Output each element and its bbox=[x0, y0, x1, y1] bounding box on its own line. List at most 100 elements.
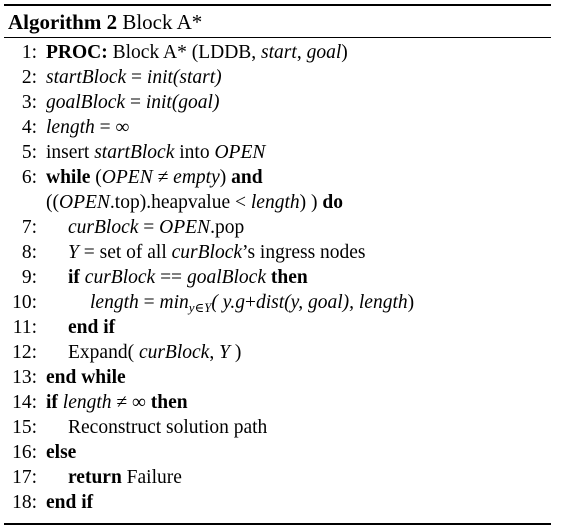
text-segment: = bbox=[138, 292, 160, 313]
line-number: 13: bbox=[12, 367, 37, 388]
text-segment: Expand( bbox=[68, 342, 139, 363]
text-segment: + bbox=[244, 292, 256, 313]
text-segment: ) bbox=[219, 167, 232, 188]
call-init-start: init(start) bbox=[146, 67, 222, 88]
var-curblock: curBlock bbox=[138, 342, 210, 363]
line-text: Y = set of all curBlock’s ingress nodes bbox=[68, 240, 366, 265]
keyword-end-while: end while bbox=[46, 367, 126, 388]
text-segment: , bbox=[296, 42, 307, 63]
keyword-while: while bbox=[46, 167, 91, 188]
keyword-end-if: end if bbox=[68, 317, 116, 338]
line-text: PROC: Block A* (LDDB, start, goal) bbox=[46, 40, 348, 65]
caption-label: Algorithm 2 bbox=[8, 10, 118, 34]
line-number: 12: bbox=[12, 342, 37, 363]
func-dist: dist bbox=[255, 292, 285, 313]
line-text: Reconstruct solution path bbox=[68, 417, 268, 438]
line-number: 9: bbox=[21, 267, 37, 288]
var-startblock: startBlock bbox=[94, 142, 175, 163]
line-text: length = ∞ bbox=[46, 115, 129, 140]
var-open: OPEN bbox=[214, 142, 266, 163]
keyword-end-if: end if bbox=[46, 492, 94, 513]
var-open: OPEN bbox=[159, 217, 211, 238]
infinity-symbol: ∞ bbox=[132, 392, 146, 413]
keyword-return: return bbox=[68, 467, 122, 488]
line-number: 1: bbox=[21, 42, 37, 63]
min-subscript: y∈Y bbox=[188, 300, 212, 315]
var-length: length bbox=[62, 392, 112, 413]
line-number: 17: bbox=[12, 467, 37, 488]
line-number: 18: bbox=[12, 492, 37, 513]
line-text: curBlock = OPEN.pop bbox=[68, 215, 244, 240]
line-number: 6: bbox=[21, 167, 37, 188]
top-rule bbox=[4, 4, 551, 6]
bottom-rule bbox=[4, 523, 551, 525]
line-text: length = miny∈Y( y.g+dist(y, goal), leng… bbox=[90, 290, 414, 320]
text-segment: , bbox=[209, 342, 220, 363]
line-number: 3: bbox=[21, 92, 37, 113]
line-text: goalBlock = init(goal) bbox=[46, 90, 219, 115]
keyword-then: then bbox=[150, 392, 188, 413]
line-text: startBlock = init(start) bbox=[46, 65, 222, 90]
line-text: if curBlock == goalBlock then bbox=[68, 265, 308, 290]
text-segment: ) bbox=[407, 292, 415, 313]
algorithm-caption: Algorithm 2 Block A* bbox=[8, 9, 202, 35]
line-text: while (OPEN ≠ empty) and bbox=[46, 165, 263, 190]
keyword-if: if bbox=[46, 392, 58, 413]
text-segment: Block A* (LDDB, bbox=[112, 42, 262, 63]
var-length: length bbox=[90, 292, 139, 313]
line-number: 14: bbox=[12, 392, 37, 413]
text-segment: ) ) bbox=[299, 192, 323, 213]
text-segment: ( y.g bbox=[211, 292, 245, 313]
var-start: start bbox=[261, 42, 297, 63]
var-empty: empty bbox=[173, 167, 220, 188]
line-number: 7: bbox=[21, 217, 37, 238]
keyword-else: else bbox=[46, 442, 77, 463]
text-segment: ) bbox=[341, 42, 348, 63]
text-segment: < bbox=[235, 192, 251, 213]
keyword-if: if bbox=[68, 267, 80, 288]
line-number: 16: bbox=[12, 442, 37, 463]
text-segment: == bbox=[155, 267, 187, 288]
keyword-do: do bbox=[322, 192, 343, 213]
var-curblock: curBlock bbox=[84, 267, 156, 288]
line-number: 15: bbox=[12, 417, 37, 438]
text-segment: = bbox=[94, 117, 116, 138]
caption-rule bbox=[4, 37, 551, 38]
var-length: length bbox=[46, 117, 95, 138]
text-segment: .pop bbox=[210, 217, 245, 238]
text-segment: = bbox=[125, 92, 146, 113]
text-segment: insert bbox=[46, 142, 95, 163]
text-segment: ≠ bbox=[111, 392, 132, 413]
var-curblock: curBlock bbox=[68, 217, 139, 238]
var-goalblock: goalBlock bbox=[186, 267, 266, 288]
line-number: 8: bbox=[21, 242, 37, 263]
var-startblock: startBlock bbox=[46, 67, 127, 88]
text-segment: (y, goal), length bbox=[284, 292, 408, 313]
text-segment: into bbox=[174, 142, 215, 163]
text-segment: ( bbox=[90, 167, 102, 188]
text-segment: (( bbox=[46, 192, 59, 213]
var-open: OPEN bbox=[59, 192, 110, 213]
var-goalblock: goalBlock bbox=[46, 92, 126, 113]
line-number: 11: bbox=[12, 317, 37, 338]
keyword-then: then bbox=[270, 267, 308, 288]
text-segment: ) bbox=[229, 342, 242, 363]
line-text: insert startBlock into OPEN bbox=[46, 140, 265, 165]
keyword-proc: PROC: bbox=[46, 42, 108, 63]
var-curblock: curBlock bbox=[171, 242, 243, 263]
infinity-symbol: ∞ bbox=[115, 117, 130, 138]
line-number: 2: bbox=[21, 67, 37, 88]
text-segment: = bbox=[126, 67, 147, 88]
line-number: 4: bbox=[21, 117, 37, 138]
var-y: Y bbox=[68, 242, 79, 263]
text-segment: ≠ bbox=[152, 167, 174, 188]
line-text: Expand( curBlock, Y ) bbox=[68, 340, 241, 365]
line-text: return Failure bbox=[68, 465, 182, 490]
var-length: length bbox=[250, 192, 300, 213]
text-segment: Failure bbox=[126, 467, 182, 488]
line-text: ((OPEN.top).heapvalue < length) ) do bbox=[46, 190, 343, 215]
call-init-goal: init(goal) bbox=[145, 92, 220, 113]
var-y: Y bbox=[219, 342, 230, 363]
line-number: 10: bbox=[12, 292, 37, 313]
var-open: OPEN bbox=[101, 167, 153, 188]
